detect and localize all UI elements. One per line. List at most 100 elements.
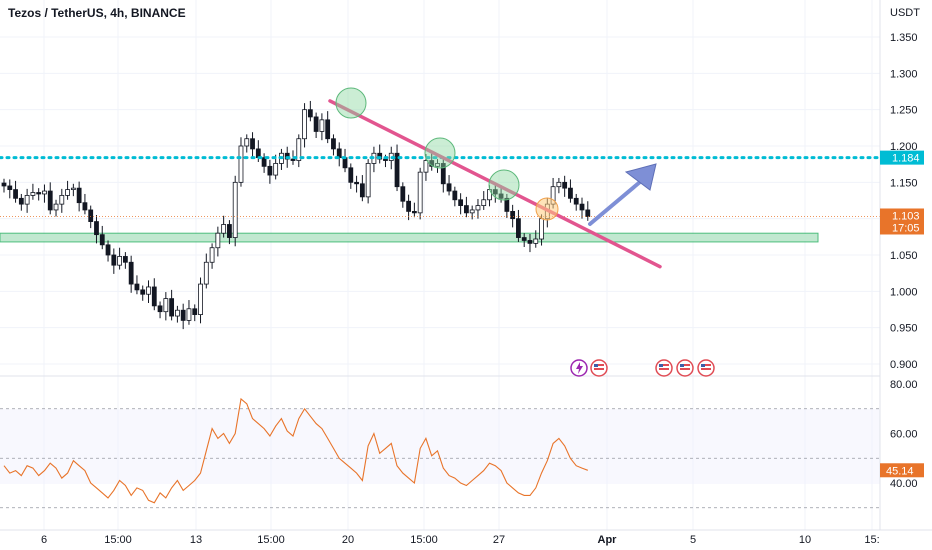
candle [290,158,296,161]
candle [307,109,313,118]
price-tick-label: 1.350 [890,32,918,44]
candle [157,305,163,313]
rsi-value-label: 45.14 [886,465,914,477]
candle [359,183,365,198]
rsi-badge: 45.14 [880,463,924,478]
touch-markers [335,87,559,221]
candle [400,186,406,202]
flag-icon[interactable] [676,359,694,377]
candle [70,187,76,191]
descending-trendline[interactable] [328,99,662,269]
candle [261,157,267,167]
candle [105,244,111,256]
candle [325,119,331,140]
candle [232,181,238,238]
flag-icon[interactable] [655,359,673,377]
candle [463,205,469,214]
resistance-label: 1.184 [892,153,920,165]
candle [36,192,42,195]
candle [250,138,255,150]
candle [585,209,591,217]
arrow-shaft [588,180,642,226]
candle [203,261,209,285]
candle [146,286,151,295]
candle [539,218,544,240]
rsi-tick-label: 60.00 [890,429,918,441]
candles [1,100,591,330]
time-tick-label: 5 [690,534,696,546]
candle [411,210,417,214]
projection-arrow[interactable] [588,163,657,226]
candle [573,197,579,205]
arrow-head [624,163,657,191]
candle [24,195,30,205]
candle [244,138,250,147]
rsi-panel-bg [0,409,880,484]
time-tick-label: 20 [342,534,354,546]
candle [227,224,232,238]
candle [7,185,13,190]
candle [556,181,562,188]
candle [215,232,221,249]
flag-icon[interactable] [590,359,608,377]
candle [59,195,65,205]
candle [117,256,122,266]
candle [192,308,198,315]
candle [354,181,359,185]
candle [365,163,371,198]
candle [440,163,446,185]
candle [30,192,36,196]
candle [238,145,244,183]
candle [469,209,475,214]
candle [492,189,498,195]
candle [562,181,568,189]
candle [302,109,307,140]
touch-marker-orange [535,197,559,221]
candle [13,189,18,199]
touch-marker-green [424,137,456,169]
candle [527,240,533,244]
candle [510,210,516,220]
candle [47,190,53,211]
candle [267,165,273,176]
time-tick-label: 10 [799,534,811,546]
price-tick-label: 0.900 [890,359,918,371]
price-tick-label: 1.050 [890,250,918,262]
touch-marker-green [335,87,367,119]
price-tick-label: 1.000 [890,286,918,298]
candle [296,138,302,161]
candle [209,247,215,263]
resistance-badge: 1.184 [880,150,924,165]
time-tick-label: 15:00 [257,534,285,546]
candle [180,309,186,321]
flag-icon[interactable] [697,359,715,377]
candle [163,298,169,313]
candle [174,309,180,317]
lightning-glyph [576,362,583,374]
countdown-label: 17:05 [892,222,920,234]
candle [533,238,539,244]
current-price-badge: 1.103 17:05 [880,208,924,235]
candle [221,224,227,234]
candle [122,256,128,263]
candle [342,157,348,169]
candle [504,197,510,212]
event-icons [570,359,715,377]
candle [169,298,175,317]
candle [383,158,388,161]
rsi-tick-label: 40.00 [890,478,918,490]
candle [273,163,279,176]
candle [475,205,481,211]
candle [568,187,573,199]
chart-title: Tezos / TetherUS, 4h, BINANCE [8,6,186,20]
candle [65,189,70,196]
candle [319,119,325,132]
price-tick-label: 1.250 [890,105,918,117]
support-zone[interactable] [0,232,819,243]
price-tick-label: 1.150 [890,177,918,189]
rsi-ticks: 80.00 60.00 40.00 [890,379,918,490]
time-tick-label: 15:00 [410,534,438,546]
candle [313,116,319,132]
candle [1,182,7,187]
